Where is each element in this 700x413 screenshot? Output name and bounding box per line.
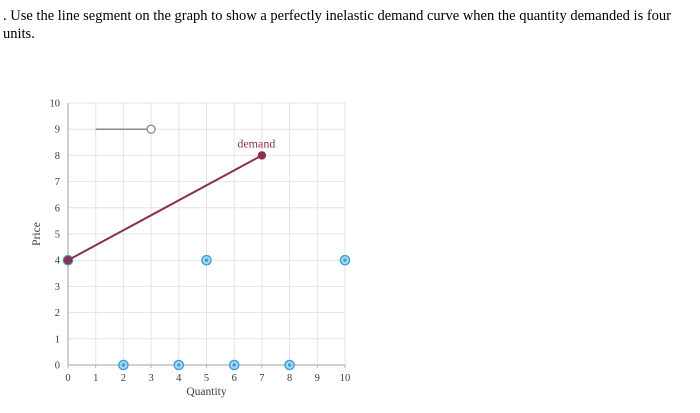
x-tick-label: 4	[176, 373, 182, 384]
snap-handle[interactable]	[173, 359, 185, 371]
y-tick-label: 8	[55, 151, 60, 162]
x-tick-label: 7	[259, 373, 264, 384]
y-tick-label: 7	[55, 177, 60, 188]
y-tick-label: 4	[55, 256, 61, 267]
y-tick-label: 6	[55, 203, 60, 214]
snap-handle[interactable]	[284, 359, 295, 371]
tool-segment-open-handle[interactable]	[146, 124, 156, 134]
y-tick-label: 3	[55, 282, 60, 293]
snap-handle-dot	[121, 363, 126, 367]
snap-handle[interactable]	[228, 359, 240, 371]
snap-handle-dot	[204, 258, 209, 262]
demand-endpoint[interactable]	[63, 256, 73, 265]
x-tick-label: 0	[65, 373, 70, 384]
y-tick-label: 5	[55, 230, 60, 241]
x-tick-label: 6	[232, 373, 237, 384]
snap-handle[interactable]	[201, 254, 212, 266]
snap-handle[interactable]	[118, 359, 129, 371]
y-tick-label: 1	[55, 334, 60, 345]
x-tick-label: 2	[121, 373, 126, 384]
demand-endpoint[interactable]	[257, 151, 267, 160]
x-tick-label: 1	[93, 373, 98, 384]
snap-handle-dot	[343, 258, 347, 262]
graph-area: 0 1 2 3 4 5 6 7 8 9 10 0 1 2 3 4 5 6 7 8 9 10 Price Quantity dem…	[28, 88, 378, 408]
x-tick-label: 3	[148, 373, 153, 384]
snap-handle[interactable]	[339, 254, 351, 266]
graph-canvas[interactable]: 0 1 2 3 4 5 6 7 8 9 10 0 1 2 3 4 5 6 7 8 9 10 Price Quantity dem…	[28, 88, 378, 408]
question-text: . Use the line segment on the graph to s…	[3, 8, 672, 43]
x-tick-label: 9	[315, 373, 320, 384]
x-tick-label: 10	[340, 373, 351, 384]
snap-handle-dot	[177, 363, 181, 367]
y-tick-label: 0	[55, 361, 60, 372]
x-tick-label: 8	[287, 373, 292, 384]
x-tick-label: 5	[204, 373, 209, 384]
demand-line[interactable]	[67, 154, 263, 262]
y-axis-label: Price	[31, 222, 43, 246]
y-tick-label: 2	[55, 308, 60, 319]
x-axis-label: Quantity	[186, 386, 226, 398]
demand-label: demand	[237, 137, 275, 151]
y-tick-label: 9	[55, 125, 60, 136]
snap-handle-dot	[232, 363, 236, 367]
snap-handle-dot	[287, 363, 292, 367]
y-tick-label: 10	[50, 99, 61, 110]
